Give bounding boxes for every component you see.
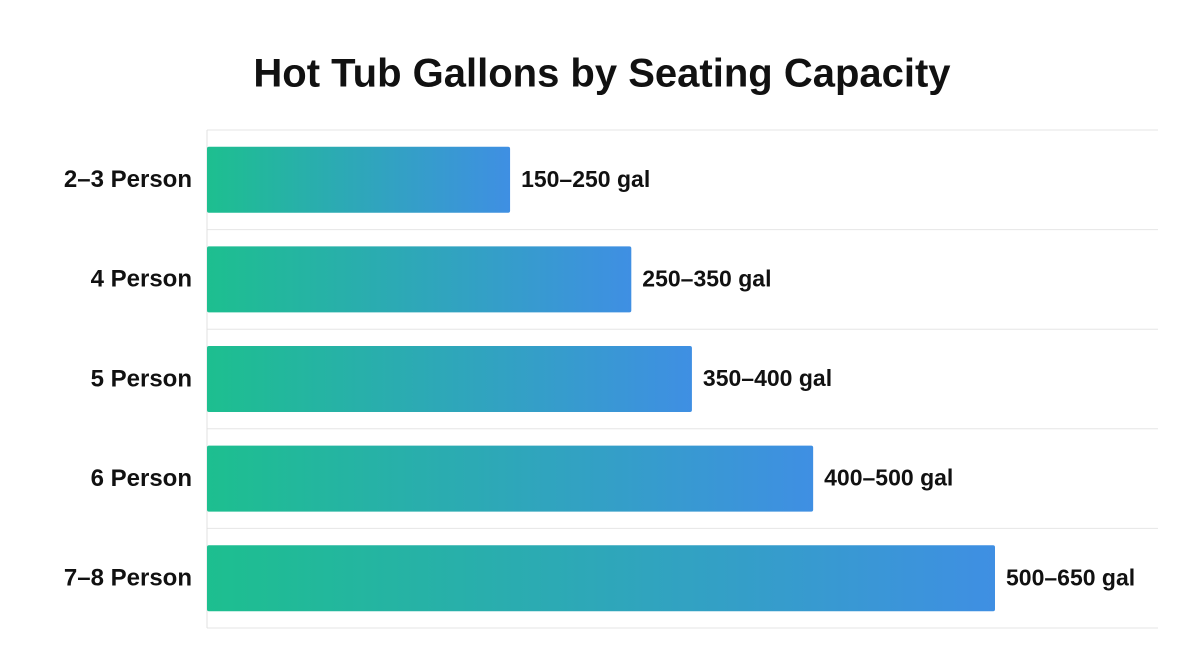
category-label: 7–8 Person	[64, 565, 192, 592]
bar	[207, 346, 692, 412]
value-label: 150–250 gal	[521, 166, 650, 192]
bar	[207, 146, 511, 213]
value-label: 500–650 gal	[1006, 564, 1135, 590]
value-label: 350–400 gal	[703, 365, 832, 391]
value-label: 250–350 gal	[642, 265, 771, 291]
category-label: 6 Person	[91, 465, 192, 492]
bar	[207, 545, 995, 612]
bar	[207, 445, 814, 512]
category-label: 4 Person	[91, 266, 192, 293]
bar	[207, 246, 632, 313]
category-label: 2–3 Person	[64, 166, 192, 193]
chart-title: Hot Tub Gallons by Seating Capacity	[253, 52, 951, 96]
category-label: 5 Person	[91, 365, 192, 392]
value-label: 400–500 gal	[824, 465, 953, 491]
